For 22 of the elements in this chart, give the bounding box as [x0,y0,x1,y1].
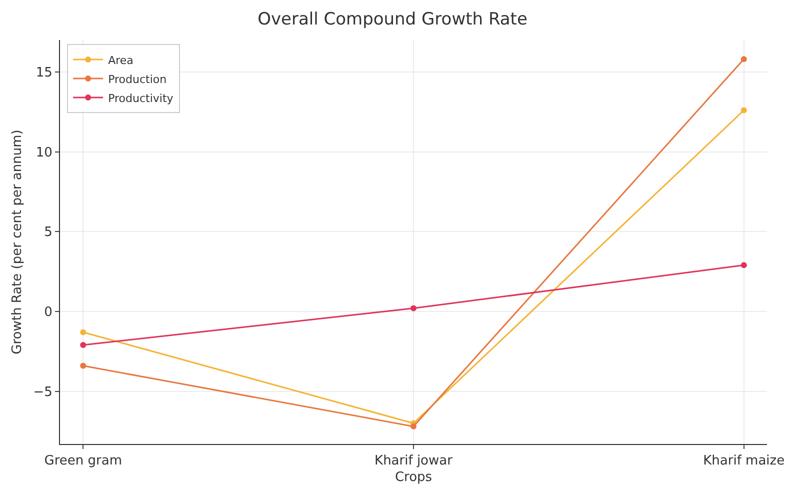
x-tick-label: Green gram [44,454,122,469]
x-axis-title: Crops [394,470,432,486]
point [80,329,86,336]
y-axis-title: Growth Rate (per cent per annum) [10,130,26,354]
y-tick-label: 15 [36,65,52,80]
y-tick-label: 5 [44,225,52,240]
point [410,305,416,312]
x-tick-label: Kharif jowar [374,454,454,469]
point [410,423,416,430]
point [80,342,86,348]
point [80,362,86,369]
legend-label: Productivity [108,92,174,105]
x-tick-label: Kharif maize [703,454,785,469]
chart-title: Overall Compound Growth Rate [258,9,528,30]
point [740,262,747,268]
legend-label: Area [108,54,134,67]
point [740,107,747,114]
legend-label: Production [108,72,167,86]
y-tick-label: 0 [44,305,52,320]
point [740,56,747,62]
y-tick-label: −5 [33,384,52,400]
y-tick-label: 10 [36,145,52,160]
